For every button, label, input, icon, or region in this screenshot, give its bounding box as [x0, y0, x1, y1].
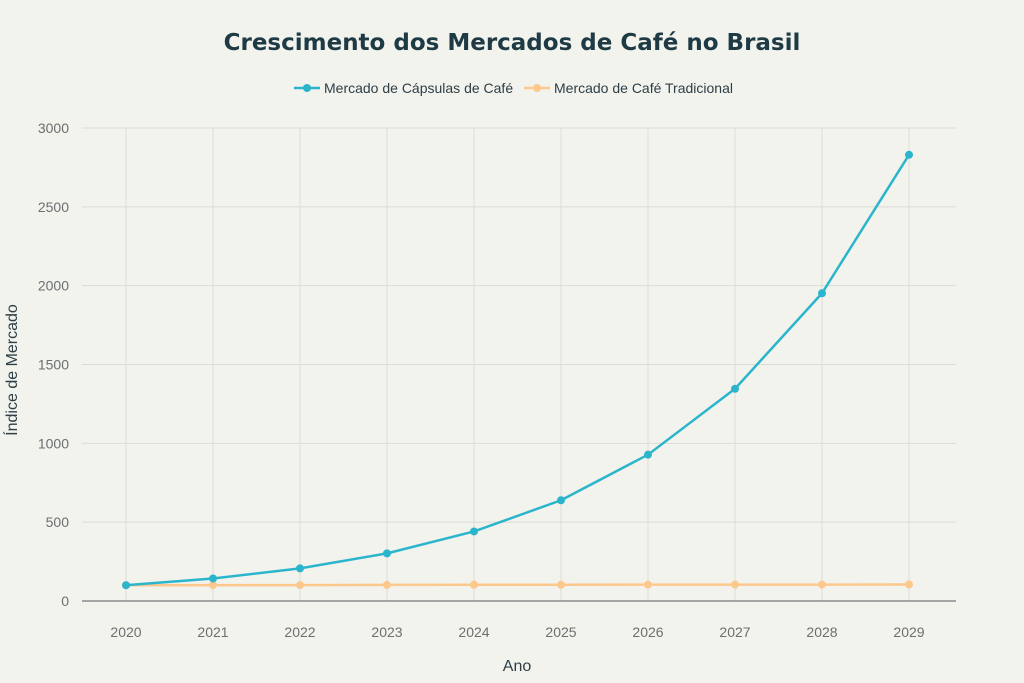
data-point-traditional[interactable]	[731, 580, 739, 589]
series-capsules	[122, 150, 913, 590]
y-tick-label: 2000	[38, 278, 69, 294]
legend-marker-traditional	[533, 84, 541, 92]
legend-item-traditional[interactable]: Mercado de Café Tradicional	[524, 80, 733, 96]
x-tick-label: 2022	[284, 624, 315, 640]
x-tick-label: 2028	[806, 624, 837, 640]
data-point-traditional[interactable]	[209, 581, 217, 590]
y-tick-label: 1000	[38, 435, 69, 451]
legend-label-capsules: Mercado de Cápsulas de Café	[324, 80, 513, 96]
series-traditional	[122, 580, 913, 590]
data-point-traditional[interactable]	[644, 580, 652, 589]
data-point-capsules[interactable]	[731, 384, 739, 393]
legend-marker-capsules	[303, 84, 311, 92]
y-tick-label: 3000	[38, 120, 69, 136]
data-point-capsules[interactable]	[209, 574, 217, 583]
data-point-traditional[interactable]	[818, 580, 826, 589]
y-tick-label: 2500	[38, 199, 69, 215]
x-tick-label: 2023	[371, 624, 402, 640]
x-axis-ticks: 2020 2021 2022 2023 2024 2025 2026 2027 2028 2029	[110, 624, 924, 640]
x-tick-label: 2021	[197, 624, 228, 640]
data-point-traditional[interactable]	[296, 581, 304, 590]
y-tick-label: 500	[46, 514, 70, 530]
data-point-traditional[interactable]	[557, 580, 565, 589]
legend-item-capsules[interactable]: Mercado de Cápsulas de Café	[294, 80, 513, 96]
data-point-traditional[interactable]	[383, 580, 391, 589]
data-point-capsules[interactable]	[644, 450, 652, 459]
x-tick-label: 2026	[632, 624, 663, 640]
y-tick-label: 0	[61, 593, 69, 609]
data-point-traditional[interactable]	[470, 580, 478, 589]
x-tick-label: 2020	[110, 624, 141, 640]
series-line-capsules	[125, 154, 911, 587]
grid	[82, 127, 956, 601]
data-point-capsules[interactable]	[905, 150, 913, 159]
data-point-capsules[interactable]	[122, 581, 130, 590]
data-point-capsules[interactable]	[557, 496, 565, 505]
legend-label-traditional: Mercado de Café Tradicional	[554, 80, 733, 96]
x-tick-label: 2027	[719, 624, 750, 640]
x-axis-label: Ano	[503, 658, 532, 675]
x-tick-label: 2025	[545, 624, 576, 640]
x-tick-label: 2024	[458, 624, 489, 640]
data-point-capsules[interactable]	[296, 564, 304, 573]
chart-title: Crescimento dos Mercados de Café no Bras…	[224, 30, 801, 56]
data-point-traditional[interactable]	[905, 580, 913, 589]
y-axis-ticks: 0 500 1000 1500 2000 2500 3000	[38, 120, 69, 609]
legend: Mercado de Cápsulas de Café Mercado de C…	[294, 80, 733, 96]
x-tick-label: 2029	[893, 624, 924, 640]
y-tick-label: 1500	[38, 357, 69, 373]
data-point-capsules[interactable]	[470, 527, 478, 536]
y-axis-label: Índice de Mercado	[2, 304, 21, 436]
data-point-capsules[interactable]	[383, 549, 391, 558]
data-point-capsules[interactable]	[818, 289, 826, 298]
series-group	[122, 150, 913, 590]
series-line-traditional	[125, 583, 910, 587]
